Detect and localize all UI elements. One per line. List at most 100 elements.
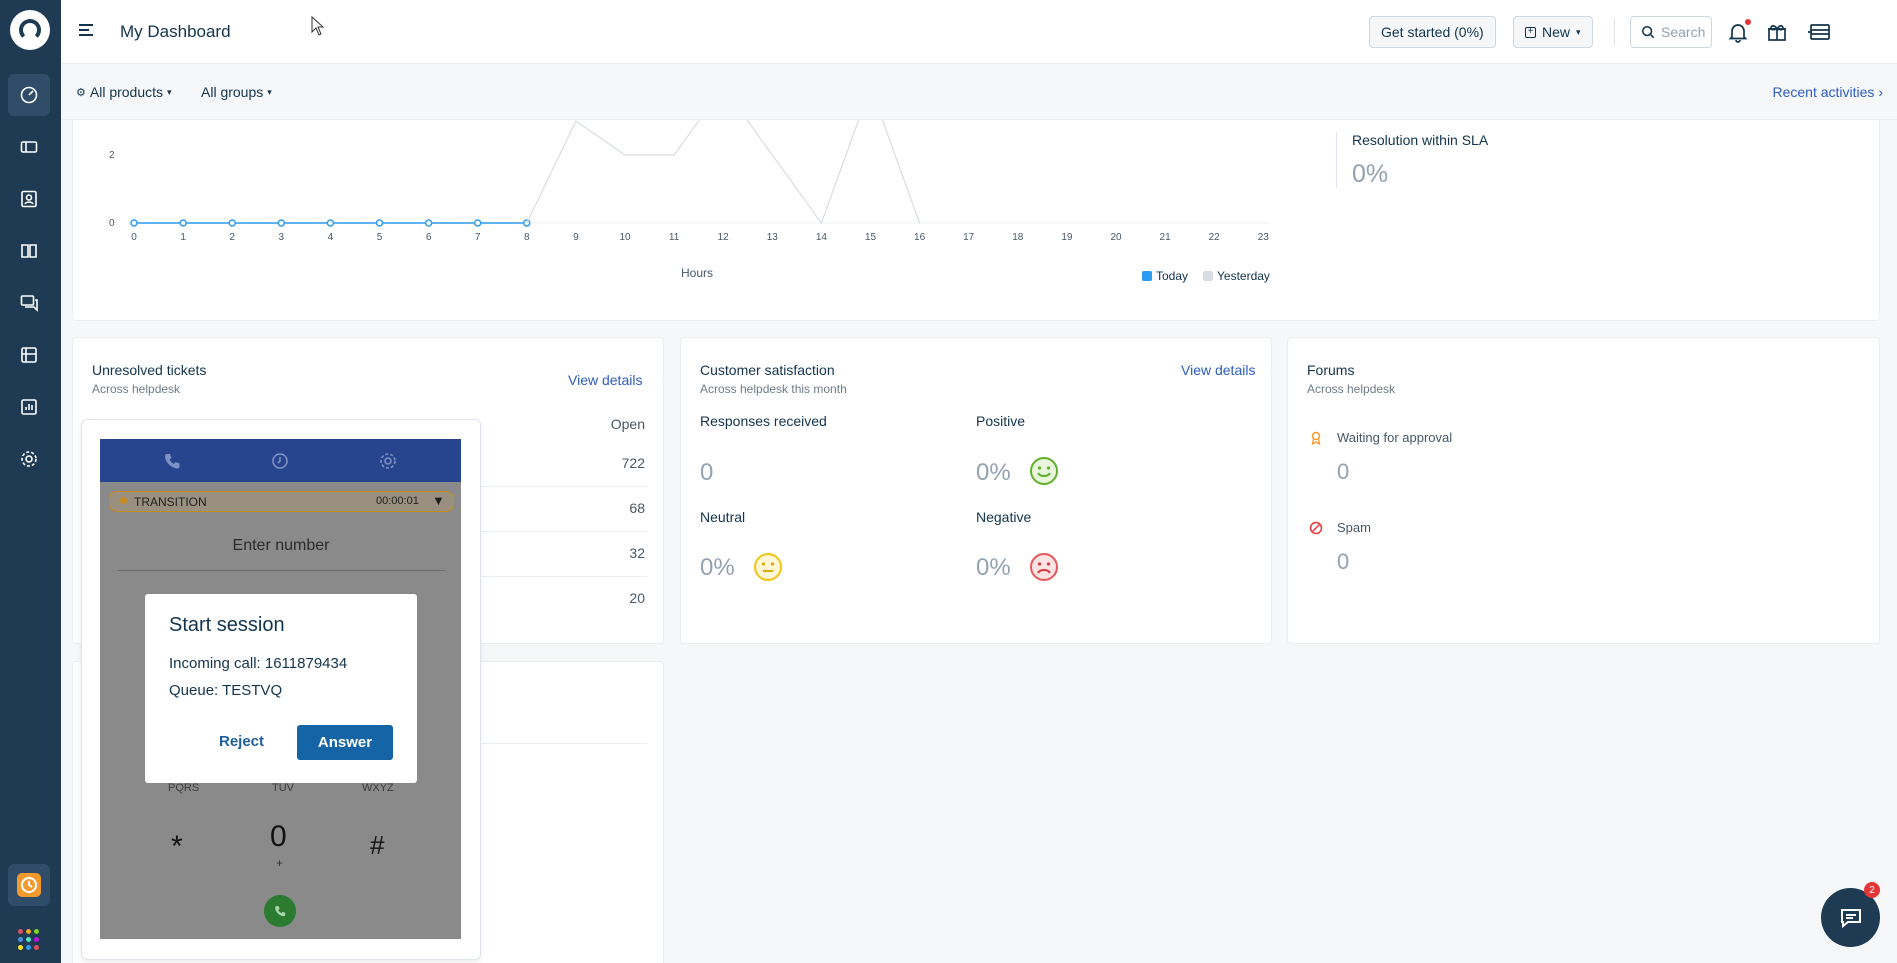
phone-widget-tabs xyxy=(100,439,461,482)
legend-yesterday[interactable]: Yesterday xyxy=(1203,269,1270,283)
x-tick-label: 2 xyxy=(229,232,235,243)
x-tick-label: 16 xyxy=(914,232,926,243)
call-icon xyxy=(275,906,286,917)
unresolved-view-details-link[interactable]: View details xyxy=(568,372,643,388)
forums-card: Forums Across helpdesk Waiting for appro… xyxy=(1287,337,1880,644)
agent-status-dropdown[interactable]: TRANSITION 00:00:01 ▼ xyxy=(109,491,454,512)
csat-view-details-link[interactable]: View details xyxy=(1181,362,1256,378)
sla-divider xyxy=(1336,132,1337,188)
x-tick-label: 10 xyxy=(619,232,631,243)
search-placeholder: Search xyxy=(1661,24,1706,40)
csat-subtitle: Across helpdesk this month xyxy=(700,382,847,396)
sla-label: Resolution within SLA xyxy=(1352,132,1489,148)
phone-settings-gear-icon[interactable] xyxy=(378,451,398,471)
chat-bubble-icon xyxy=(1840,908,1861,928)
tickets-icon[interactable] xyxy=(8,126,50,168)
spam-value: 0 xyxy=(1337,549,1350,574)
key-zero[interactable]: 0 xyxy=(270,820,287,853)
enter-number-input[interactable]: Enter number xyxy=(232,537,330,554)
series-point-today xyxy=(473,219,482,227)
legend-today[interactable]: Today xyxy=(1142,269,1188,283)
key-star[interactable]: * xyxy=(171,830,183,863)
answer-button[interactable]: Answer xyxy=(297,725,393,760)
unresolved-title: Unresolved tickets xyxy=(92,362,207,378)
x-tick-label: 3 xyxy=(279,232,285,243)
new-button-label: New xyxy=(1542,24,1571,40)
products-filter-label: All products xyxy=(89,84,164,100)
mouse-cursor-icon xyxy=(311,16,325,36)
waiting-approval-label: Waiting for approval xyxy=(1337,430,1453,445)
spam-label: Spam xyxy=(1337,520,1371,535)
chevron-down-icon: ▾ xyxy=(267,86,272,97)
history-clock-icon[interactable] xyxy=(270,451,290,471)
x-tick-label: 6 xyxy=(426,232,432,243)
csat-title: Customer satisfaction xyxy=(700,362,835,378)
products-icon: ⚙ xyxy=(76,86,86,99)
open-count-4: 20 xyxy=(629,590,645,606)
contacts-icon[interactable] xyxy=(8,178,50,220)
x-tick-label: 21 xyxy=(1160,232,1172,243)
key-8-letters: TUV xyxy=(272,782,294,794)
dashboard-icon[interactable] xyxy=(8,74,50,116)
bell-icon[interactable] xyxy=(1726,20,1750,44)
open-count-3: 32 xyxy=(629,545,645,561)
groups-filter-dropdown[interactable]: All groups ▾ xyxy=(201,84,272,100)
gift-icon[interactable] xyxy=(1765,20,1789,44)
top-header: My Dashboard Get started (0%) + New ▾ Se… xyxy=(61,0,1897,64)
status-dot xyxy=(120,497,127,504)
key-9-letters: WXYZ xyxy=(362,782,394,794)
products-filter-dropdown[interactable]: ⚙ All products ▾ xyxy=(76,84,172,100)
queue-text: Queue: TESTVQ xyxy=(169,682,283,699)
status-label: TRANSITION xyxy=(134,495,207,509)
customer-satisfaction-card: Customer satisfaction Across helpdesk th… xyxy=(680,337,1272,644)
key-7-letters: PQRS xyxy=(168,782,200,794)
series-point-today xyxy=(326,219,335,227)
new-button[interactable]: + New ▾ xyxy=(1513,16,1593,48)
sidebar xyxy=(0,0,61,963)
get-started-button[interactable]: Get started (0%) xyxy=(1369,16,1496,48)
x-tick-label: 11 xyxy=(669,232,680,243)
sla-value: 0% xyxy=(1352,160,1389,188)
forums-subtitle: Across helpdesk xyxy=(1307,382,1396,396)
apps-grid-icon[interactable] xyxy=(18,929,39,950)
legend-yesterday-label: Yesterday xyxy=(1217,269,1270,283)
chat-unread-badge: 2 xyxy=(1864,882,1880,898)
notification-dot xyxy=(1745,19,1751,25)
chevron-down-icon: ▾ xyxy=(167,86,172,97)
series-line-yesterday xyxy=(526,120,921,225)
freshdesk-logo-icon[interactable] xyxy=(10,10,50,50)
search-input[interactable]: Search xyxy=(1630,16,1712,48)
key-hash[interactable]: # xyxy=(370,830,385,860)
help-desk-switcher-icon[interactable] xyxy=(1807,20,1833,44)
x-tick-label: 14 xyxy=(816,232,828,243)
reports-icon[interactable] xyxy=(8,386,50,428)
chevron-down-icon: ▾ xyxy=(1576,26,1581,37)
search-icon xyxy=(1641,25,1655,39)
solutions-icon[interactable] xyxy=(8,230,50,272)
forums-icon[interactable] xyxy=(8,282,50,324)
number-input-underline xyxy=(117,570,445,571)
positive-value: 0% xyxy=(976,459,1011,486)
x-tick-label: 7 xyxy=(475,232,481,243)
negative-value: 0% xyxy=(976,554,1011,581)
x-tick-label: 22 xyxy=(1209,232,1221,243)
positive-label: Positive xyxy=(976,413,1026,429)
ticket-trends-card: 0 2 0 1 2 3 4 5 6 7 8 9 10 11 12 13 14 15 16 17 18 19 20 21 22 23… xyxy=(72,120,1880,321)
admin-settings-icon[interactable] xyxy=(8,438,50,480)
modal-title: Start session xyxy=(169,614,285,636)
open-column-header: Open xyxy=(610,416,645,432)
phone-tab-icon[interactable] xyxy=(162,451,182,471)
spam-blocked-icon xyxy=(1309,521,1323,535)
x-tick-label: 23 xyxy=(1258,232,1270,243)
chevron-down-icon: ▼ xyxy=(432,493,445,508)
filter-bar: ⚙ All products ▾ All groups ▾ Recent act… xyxy=(61,64,1897,120)
hamburger-menu-icon[interactable] xyxy=(79,24,93,39)
phone-app-icon[interactable] xyxy=(8,864,50,906)
dial-call-button[interactable] xyxy=(264,895,296,927)
y-tick-label: 0 xyxy=(109,218,115,229)
reject-button[interactable]: Reject xyxy=(219,733,265,750)
responses-received-value: 0 xyxy=(700,459,714,486)
recent-activities-link[interactable]: Recent activities › xyxy=(1772,84,1884,100)
x-tick-label: 4 xyxy=(328,232,334,243)
groups-icon[interactable] xyxy=(8,334,50,376)
